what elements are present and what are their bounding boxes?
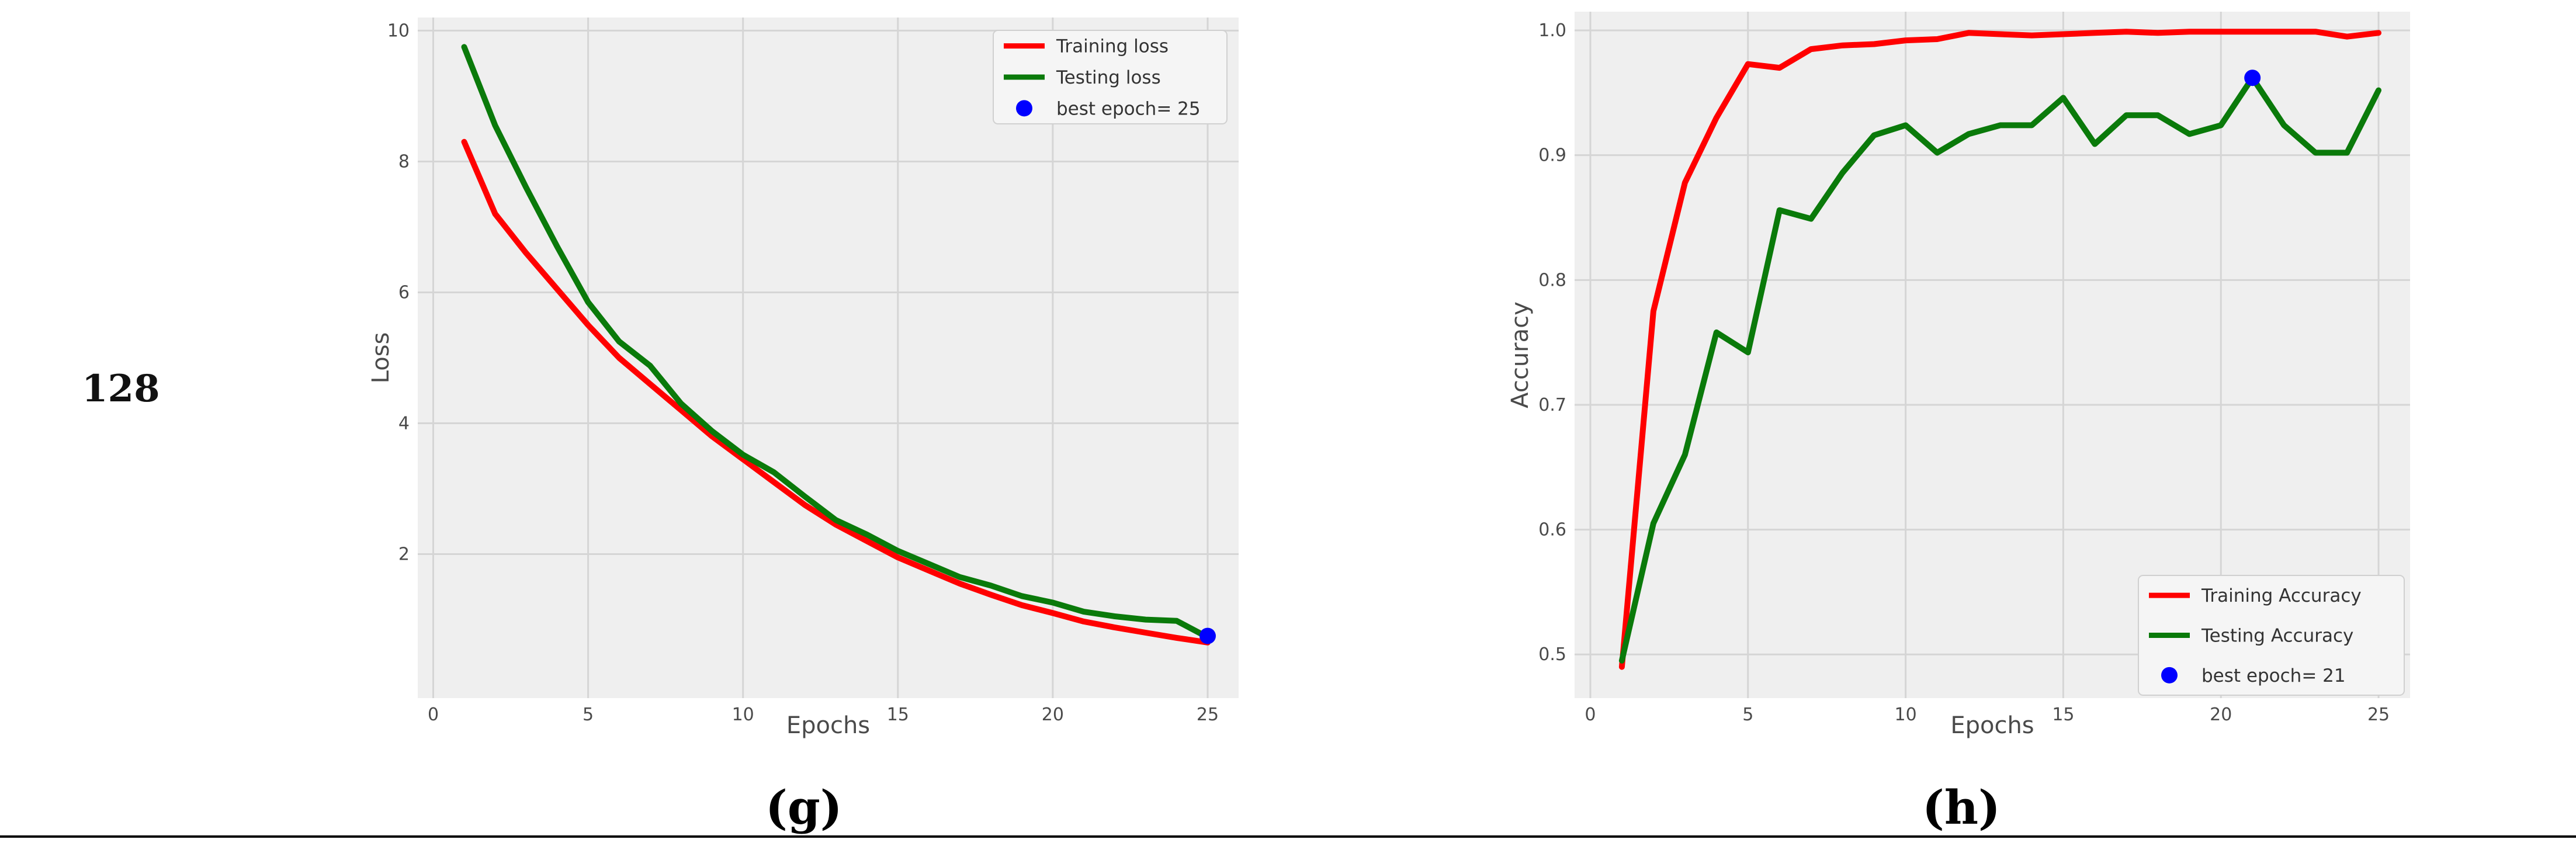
- legend-swatch: [2161, 667, 2178, 684]
- x-tick-label: 10: [1895, 705, 1917, 725]
- y-tick-label: 0.8: [1538, 270, 1566, 290]
- y-axis-label: Accuracy: [1507, 301, 1534, 408]
- x-axis-label: Epochs: [1950, 712, 2034, 739]
- x-tick-label: 15: [887, 705, 909, 725]
- row-label: 128: [82, 367, 160, 411]
- x-tick-label: 0: [1585, 705, 1596, 725]
- bottom-rule: [0, 835, 2576, 838]
- x-tick-label: 20: [1042, 705, 1064, 725]
- y-tick-label: 1.0: [1538, 20, 1566, 41]
- x-tick-label: 15: [2052, 705, 2074, 725]
- series-line-1: [1618, 29, 2381, 670]
- series-line-2: [461, 44, 1211, 640]
- legend-label: best epoch= 21: [2201, 665, 2346, 686]
- panel-label-g: (g): [765, 780, 843, 835]
- legend-box: [993, 30, 1228, 124]
- x-tick-label: 5: [1742, 705, 1753, 725]
- legend-label: Testing loss: [1056, 67, 1161, 88]
- best-epoch-marker: [2244, 70, 2261, 86]
- x-tick-label: 5: [583, 705, 594, 725]
- y-tick-label: 10: [387, 20, 410, 41]
- plot-background: [418, 18, 1239, 698]
- y-tick-label: 8: [398, 151, 410, 172]
- series-line-1: [461, 138, 1211, 646]
- y-tick-label: 0.7: [1538, 395, 1566, 415]
- y-tick-label: 4: [398, 414, 410, 434]
- y-tick-label: 6: [398, 282, 410, 303]
- best-epoch-marker: [1199, 627, 1216, 644]
- x-axis-label: Epochs: [786, 712, 870, 739]
- legend-label: Training loss: [1056, 36, 1169, 57]
- y-tick-label: 0.6: [1538, 520, 1566, 540]
- legend-label: best epoch= 25: [1056, 98, 1201, 119]
- x-tick-label: 25: [2367, 705, 2390, 725]
- x-tick-label: 25: [1197, 705, 1219, 725]
- x-tick-label: 0: [428, 705, 439, 725]
- x-tick-label: 20: [2210, 705, 2232, 725]
- y-tick-label: 0.5: [1538, 644, 1566, 665]
- legend-swatch: [1016, 100, 1032, 117]
- accuracy-chart: 0 5 10 15 20 25 0.5 0.6 0.7 0.8 0.9 1.0 Epochs Accura…: [1507, 12, 2410, 739]
- loss-chart: 0 5 10 15 20 25 2 4 6 8 10 Epochs Loss Training loss T…: [367, 18, 1239, 739]
- y-tick-label: 2: [398, 544, 410, 565]
- y-tick-label: 0.9: [1538, 145, 1566, 166]
- panel-label-h: (h): [1922, 780, 2001, 835]
- legend-label: Training Accuracy: [2201, 585, 2362, 606]
- x-tick-label: 10: [732, 705, 754, 725]
- y-axis-label: Loss: [367, 332, 394, 384]
- legend-label: Testing Accuracy: [2201, 626, 2353, 647]
- legend-box: [2138, 575, 2405, 696]
